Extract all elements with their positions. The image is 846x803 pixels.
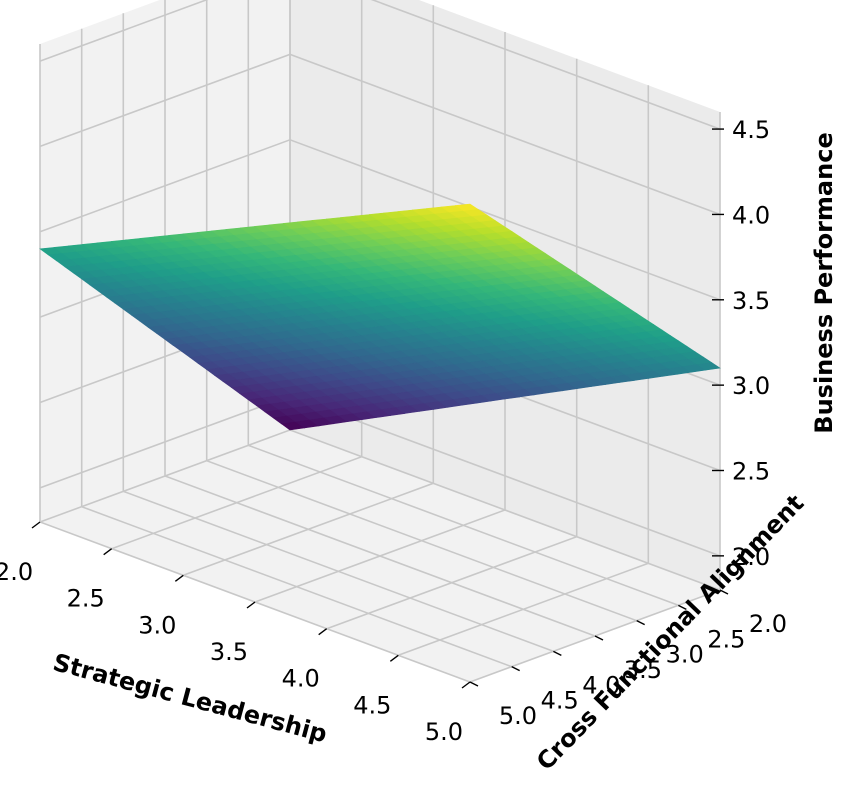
y-tick-label: 2.5 [707,625,745,653]
y-tick-label: 3.5 [624,656,662,684]
gridline-z [39,53,721,216]
y-tick [678,604,687,610]
z-tick-label: 2.0 [732,543,770,571]
z-tick-label: 3.0 [732,372,770,400]
z-tick-label: 2.5 [732,458,770,486]
x-tick-label: 3.5 [210,638,248,666]
y-tick-label: 2.0 [749,610,787,638]
x-tick-label: 5.0 [425,718,463,746]
y-tick-label: 5.0 [499,702,537,730]
x-tick [246,601,256,609]
gridline-y [80,28,512,668]
y-tick [511,666,520,672]
x-tick-label: 2.0 [0,558,33,586]
gridline-y [122,13,554,653]
x-tick-label: 3.0 [138,611,176,639]
y-tick [719,589,729,595]
x-tick [389,654,399,662]
y-tick-label: 4.0 [582,671,620,699]
x-axis-title: Strategic Leadership [50,648,330,748]
gridline-y [164,0,596,637]
z-tick-label: 4.0 [732,201,770,229]
z-tick-label: 3.5 [732,287,770,315]
z-axis-title: Business Performance [810,132,838,433]
x-tick [103,548,113,556]
z-tick-label: 4.5 [732,116,770,144]
gridline-z [39,138,721,301]
y-tick [553,650,562,656]
y-tick [636,620,645,626]
x-tick [31,521,41,529]
x-tick-label: 4.0 [282,665,320,693]
surface-patch [696,362,721,371]
gridline-y [247,0,679,607]
y-tick-label: 3.0 [666,641,704,669]
gridline-z [39,0,721,130]
ticks: 2.02.53.03.54.04.55.02.02.53.03.54.04.55… [0,116,787,746]
x-tick [318,628,328,636]
surface [39,203,721,431]
x-tick-label: 4.5 [353,691,391,719]
x-tick [461,681,471,689]
y-tick-label: 4.5 [541,687,579,715]
x-tick-label: 2.5 [67,585,105,613]
y-tick [594,635,604,641]
x-tick [174,574,184,582]
y-tick [469,681,479,687]
gridline-y [205,0,637,622]
